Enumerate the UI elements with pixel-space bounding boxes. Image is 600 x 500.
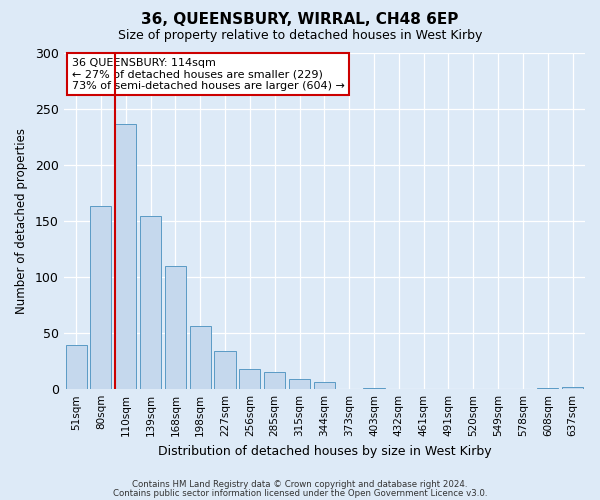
Bar — [115, 124, 136, 389]
Bar — [165, 266, 186, 389]
Bar — [239, 369, 260, 389]
Bar — [562, 387, 583, 389]
Text: Size of property relative to detached houses in West Kirby: Size of property relative to detached ho… — [118, 29, 482, 42]
Bar — [65, 346, 86, 389]
Text: Contains public sector information licensed under the Open Government Licence v3: Contains public sector information licen… — [113, 489, 487, 498]
Bar — [364, 388, 385, 389]
Bar — [537, 388, 559, 389]
Text: 36 QUEENSBURY: 114sqm
← 27% of detached houses are smaller (229)
73% of semi-det: 36 QUEENSBURY: 114sqm ← 27% of detached … — [71, 58, 344, 91]
X-axis label: Distribution of detached houses by size in West Kirby: Distribution of detached houses by size … — [158, 444, 491, 458]
Bar — [289, 379, 310, 389]
Y-axis label: Number of detached properties: Number of detached properties — [15, 128, 28, 314]
Bar — [140, 216, 161, 389]
Text: 36, QUEENSBURY, WIRRAL, CH48 6EP: 36, QUEENSBURY, WIRRAL, CH48 6EP — [142, 12, 458, 28]
Bar — [91, 206, 112, 389]
Text: Contains HM Land Registry data © Crown copyright and database right 2024.: Contains HM Land Registry data © Crown c… — [132, 480, 468, 489]
Bar — [190, 326, 211, 389]
Bar — [314, 382, 335, 389]
Bar — [214, 351, 236, 389]
Bar — [264, 372, 285, 389]
